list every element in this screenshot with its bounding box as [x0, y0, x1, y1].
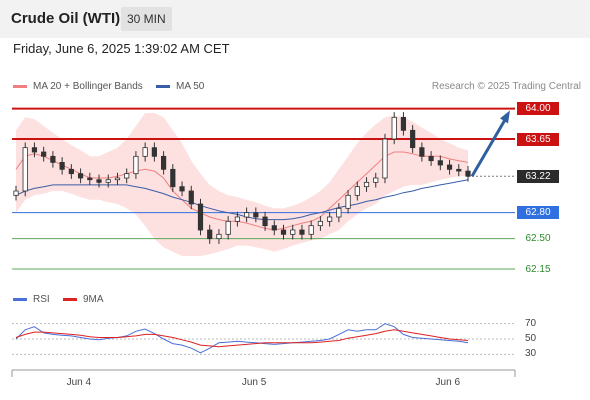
candle-body	[391, 116, 397, 140]
price-label-63-65: 63.65	[517, 132, 559, 146]
bollinger-band-area	[16, 113, 468, 256]
candle-body	[105, 179, 111, 183]
candle-body	[96, 179, 102, 183]
candle-body	[327, 216, 333, 222]
candle-body	[400, 116, 407, 131]
price-label-64-00: 64.00	[517, 102, 559, 116]
candle-body	[244, 212, 250, 218]
candle-body	[446, 164, 453, 170]
candle-body	[262, 216, 268, 227]
ma50-swatch	[156, 85, 170, 88]
candle-body	[77, 173, 84, 179]
header-bar: Crude Oil (WTI) 30 MIN	[0, 0, 590, 38]
forecast-arrow	[470, 115, 509, 178]
rsi-ma-legend: 9MA	[63, 294, 104, 305]
candle-body	[160, 155, 167, 170]
instrument-title: Crude Oil (WTI)	[11, 10, 121, 27]
candle-body	[68, 168, 74, 175]
candle-body	[197, 203, 204, 231]
candle-body	[31, 147, 38, 153]
bb-swatch	[13, 85, 27, 88]
rsi-line	[15, 323, 469, 354]
x-tick-label: Jun 5	[241, 377, 267, 388]
candle-body	[188, 190, 194, 205]
candle-body	[290, 229, 296, 235]
candle-body	[87, 177, 93, 181]
ma50-legend-label: MA 50	[176, 81, 205, 92]
rsi-tick-label: 50	[525, 333, 537, 344]
candle-body	[271, 225, 277, 231]
candle-body	[124, 173, 130, 179]
candle-body	[179, 186, 185, 192]
price-label-62-50: 62.50	[525, 233, 551, 245]
candle-body	[216, 233, 222, 240]
candle-body	[465, 170, 471, 177]
candle-body	[308, 225, 314, 235]
candle-body	[354, 186, 360, 196]
candle-body	[280, 229, 287, 235]
candle-body	[41, 151, 47, 157]
candle-body	[317, 220, 324, 227]
candle-body	[234, 216, 240, 222]
candle-body	[437, 160, 443, 166]
timestamp: Friday, June 6, 2025 1:39:02 AM CET	[13, 41, 230, 56]
rsi-swatch	[13, 298, 27, 301]
candle-body	[382, 138, 388, 179]
candle-body	[170, 168, 176, 188]
candle-body	[50, 155, 56, 163]
rsi-ma-line	[15, 329, 469, 348]
rsi-legend: RSI	[13, 294, 50, 305]
price-label-62-80: 62.80	[517, 206, 559, 220]
interval-button[interactable]: 30 MIN	[121, 7, 172, 31]
candle-body	[142, 147, 148, 157]
rsi-ma-swatch	[63, 298, 77, 301]
x-tick-label: Jun 4	[66, 377, 92, 388]
candle-body	[253, 212, 259, 218]
candle-body	[373, 177, 379, 183]
candle-body	[151, 147, 157, 157]
candle-body	[363, 181, 370, 188]
candle-body	[59, 161, 65, 170]
rsi-tick-label: 30	[525, 348, 537, 360]
candle-body	[225, 220, 231, 235]
price-label-62-15: 62.15	[525, 263, 551, 275]
bb-legend-label: MA 20 + Bollinger Bands	[33, 81, 143, 92]
candle-body	[114, 177, 121, 181]
price-label-63-22: 63.22	[517, 169, 559, 183]
candle-body	[419, 147, 425, 157]
rsi-tick-label: 70	[525, 317, 537, 329]
candle-body	[428, 155, 434, 162]
candle-body	[410, 129, 416, 149]
candle-body	[207, 229, 213, 240]
forecast-arrowhead	[500, 110, 510, 124]
candle-body	[336, 207, 342, 218]
ma50-legend: MA 50	[156, 81, 204, 92]
candle-body	[13, 190, 19, 196]
candle-body	[22, 147, 28, 192]
rsi-ma-legend-label: 9MA	[83, 294, 104, 305]
rsi-legend-label: RSI	[33, 294, 50, 305]
candle-body	[456, 168, 462, 172]
candle-body	[345, 194, 351, 209]
bb-legend: MA 20 + Bollinger Bands	[13, 81, 143, 92]
x-tick-label: Jun 6	[435, 377, 461, 388]
candle-body	[299, 229, 305, 235]
ma50-line	[15, 179, 469, 221]
credit-text: Research © 2025 Trading Central	[431, 81, 581, 92]
candle-body	[133, 155, 139, 175]
